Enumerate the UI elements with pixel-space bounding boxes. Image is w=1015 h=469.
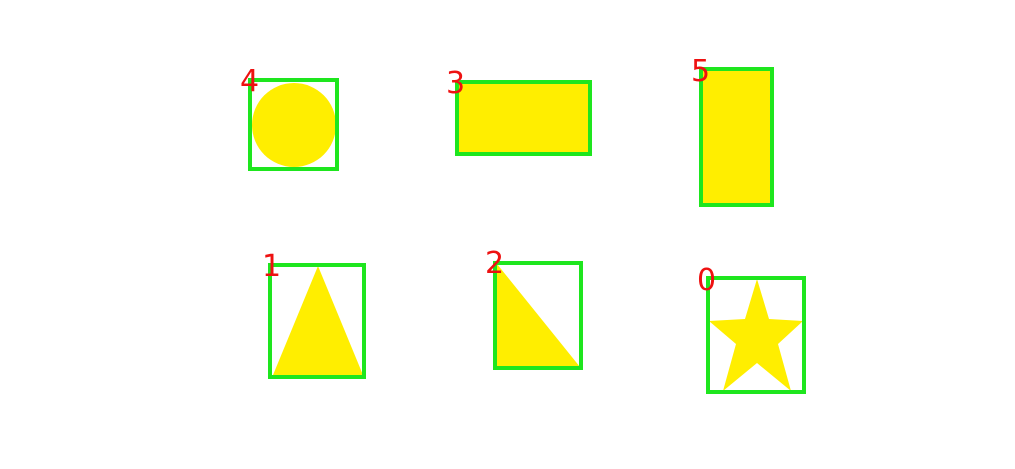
shape-4-circle: [252, 83, 336, 167]
shape-3-group: 3: [446, 66, 592, 156]
shape-5-rectangle: [703, 71, 771, 204]
shape-0-box: [706, 276, 806, 394]
shape-5-group: 5: [691, 54, 774, 207]
shape-0-group: 0: [697, 263, 806, 394]
shape-2-box: [493, 261, 583, 370]
shape-2-group: 2: [485, 246, 583, 370]
shape-5-label: 5: [691, 54, 710, 89]
shape-1-label: 1: [262, 249, 281, 284]
shape-1-group: 1: [262, 249, 366, 379]
shape-3-box: [455, 80, 592, 156]
shape-3-rectangle: [458, 83, 589, 153]
shape-2-label: 2: [485, 246, 504, 281]
shape-4-group: 4: [240, 64, 339, 171]
shape-1-box: [268, 263, 366, 379]
shape-1-triangle: [273, 266, 363, 375]
shape-2-right-triangle: [497, 264, 580, 367]
shape-0-label: 0: [697, 263, 716, 298]
shape-3-label: 3: [446, 66, 465, 101]
shape-5-box: [699, 67, 774, 207]
shape-0-star: [709, 279, 803, 391]
shape-4-box: [248, 78, 339, 171]
shape-4-label: 4: [240, 64, 259, 99]
